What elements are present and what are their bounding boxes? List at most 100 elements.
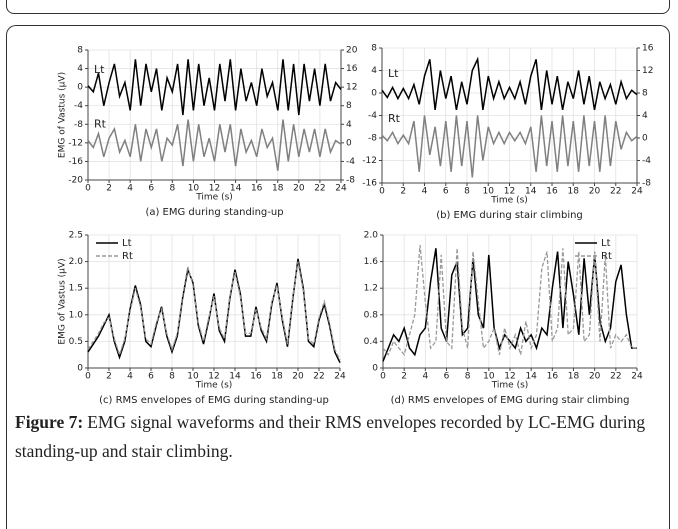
x-tick-label: 20 (292, 372, 304, 382)
legend-label: Rt (601, 251, 612, 262)
x-tick-label: 24 (631, 187, 643, 197)
x-tick-label: 22 (610, 372, 621, 382)
x-tick-label: 12 (208, 372, 219, 382)
x-tick-label: 20 (293, 184, 305, 194)
x-tick-label: 10 (483, 187, 495, 197)
figure-box (6, 25, 670, 529)
x-tick-label: 0 (85, 184, 91, 194)
series-line (87, 119, 342, 171)
x-tick-label: 2 (106, 372, 112, 382)
y2-tick-label: 12 (642, 66, 653, 76)
y-tick-label: 1.5 (69, 284, 83, 294)
y2-tick-label: 0 (346, 138, 352, 148)
series-line (381, 115, 638, 178)
y-tick-label: -12 (68, 138, 83, 148)
series-line (87, 261, 341, 361)
series-label: Rt (388, 112, 401, 125)
x-tick-label: 14 (525, 372, 537, 382)
panel-caption: (b) EMG during stair climbing (436, 210, 583, 221)
series-line (382, 244, 637, 357)
x-tick-label: 8 (465, 372, 471, 382)
x-tick-label: 12 (209, 184, 220, 194)
x-tick-label: 22 (314, 184, 325, 194)
series-label: Rt (94, 118, 107, 131)
x-tick-label: 6 (443, 187, 449, 197)
y-tick-label: 0 (77, 364, 83, 374)
y-tick-label: -20 (68, 176, 83, 186)
y-tick-label: 0 (77, 83, 83, 93)
x-tick-label: 4 (422, 372, 428, 382)
x-tick-label: 14 (525, 187, 537, 197)
x-tick-label: 0 (380, 372, 386, 382)
x-tick-label: 16 (250, 372, 262, 382)
y2-tick-label: 8 (642, 89, 648, 99)
legend-label: Lt (122, 238, 132, 249)
x-tick-label: 20 (589, 187, 601, 197)
x-tick-label: 12 (504, 372, 515, 382)
y-tick-label: 0 (371, 89, 377, 99)
x-tick-label: 10 (187, 372, 199, 382)
panel-caption: (d) RMS envelopes of EMG during stair cl… (391, 395, 630, 405)
y-tick-label: 0.4 (364, 337, 379, 347)
x-tick-label: 18 (568, 187, 580, 197)
x-tick-label: 4 (422, 187, 428, 197)
x-tick-label: 6 (444, 372, 450, 382)
caption-text: EMG signal waveforms and their RMS envel… (15, 412, 646, 461)
x-axis-label: Time (s) (491, 381, 529, 391)
y2-tick-label: 4 (642, 111, 648, 121)
x-tick-label: 8 (169, 184, 175, 194)
y2-tick-label: -8 (642, 179, 651, 189)
x-tick-label: 18 (272, 184, 284, 194)
x-tick-label: 0 (379, 187, 385, 197)
y-tick-label: -8 (368, 134, 377, 144)
series-label: Lt (94, 63, 105, 76)
y-tick-label: 0 (372, 364, 378, 374)
y-tick-label: 8 (77, 46, 83, 56)
y-tick-label: 0.5 (69, 337, 83, 347)
x-tick-label: 12 (504, 187, 515, 197)
y-tick-label: -8 (74, 120, 83, 130)
y-tick-label: 1.0 (69, 310, 84, 320)
x-tick-label: 16 (251, 184, 263, 194)
figure-label: Figure 7: (15, 412, 84, 432)
y2-tick-label: 4 (346, 120, 352, 130)
legend-label: Rt (122, 251, 133, 262)
y-tick-label: -16 (362, 179, 377, 189)
panel-caption: (c) RMS envelopes of EMG during standing… (99, 395, 329, 405)
x-tick-label: 4 (127, 184, 133, 194)
x-tick-label: 16 (547, 372, 559, 382)
legend-label: Lt (601, 238, 611, 249)
x-tick-label: 20 (589, 372, 601, 382)
y2-tick-label: -4 (346, 157, 355, 167)
y-tick-label: 2.0 (69, 257, 84, 267)
y-axis-label: EMG of Vastus (μV) (58, 258, 68, 344)
y-tick-label: 1.2 (364, 284, 378, 294)
y-tick-label: 8 (371, 44, 377, 54)
series-line (87, 59, 342, 116)
x-tick-label: 2 (401, 372, 407, 382)
x-tick-label: 16 (546, 187, 558, 197)
x-tick-label: 24 (334, 372, 346, 382)
y-tick-label: 4 (77, 64, 83, 74)
x-tick-label: 6 (148, 184, 154, 194)
x-tick-label: 10 (483, 372, 495, 382)
x-tick-label: 24 (335, 184, 347, 194)
x-tick-label: 10 (188, 184, 200, 194)
x-tick-label: 14 (229, 372, 241, 382)
x-tick-label: 8 (464, 187, 470, 197)
y2-tick-label: 16 (642, 44, 654, 54)
series-line (381, 56, 638, 111)
y2-tick-label: 12 (346, 83, 357, 93)
y-tick-label: -4 (368, 111, 377, 121)
y-tick-label: -12 (362, 156, 377, 166)
y2-tick-label: 0 (642, 134, 648, 144)
y-tick-label: 2.5 (69, 231, 83, 241)
y-tick-label: 2.0 (364, 231, 379, 241)
y-tick-label: 1.6 (364, 257, 379, 267)
previous-box (6, 0, 670, 14)
y2-tick-label: 8 (346, 101, 352, 111)
x-tick-label: 2 (106, 184, 112, 194)
x-tick-label: 18 (271, 372, 283, 382)
